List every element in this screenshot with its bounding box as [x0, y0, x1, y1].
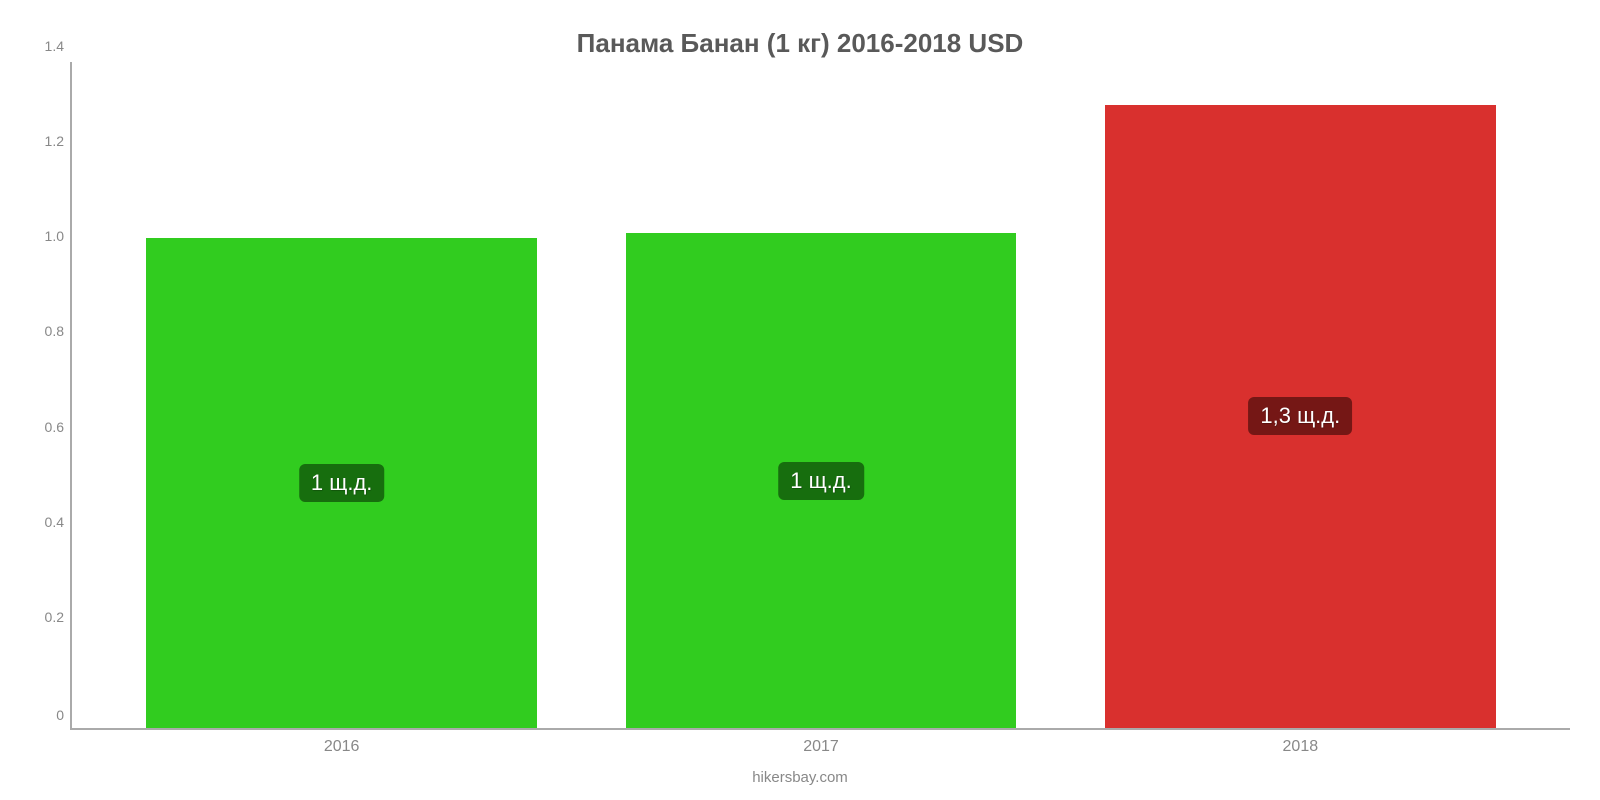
x-category-label: 2018 — [1283, 738, 1319, 756]
bar-slot: 1 щ.д.2016 — [112, 62, 571, 728]
y-tick-label: 0.2 — [45, 609, 72, 625]
bar-value-badge: 1,3 щ.д. — [1248, 397, 1352, 435]
attribution-text: hikersbay.com — [0, 769, 1600, 786]
y-tick-label: 0.8 — [45, 323, 72, 339]
y-tick-label: 1.2 — [45, 133, 72, 149]
plot-area: 1 щ.д.20161 щ.д.20171,3 щ.д.2018 00.20.4… — [70, 62, 1570, 730]
bar: 1,3 щ.д. — [1105, 105, 1495, 728]
bars-container: 1 щ.д.20161 щ.д.20171,3 щ.д.2018 — [72, 62, 1570, 728]
bar: 1 щ.д. — [626, 233, 1016, 728]
x-category-label: 2016 — [324, 738, 360, 756]
y-tick-label: 0.6 — [45, 419, 72, 435]
bar-chart: Панама Банан (1 кг) 2016-2018 USD 1 щ.д.… — [0, 0, 1600, 800]
bar-value-badge: 1 щ.д. — [299, 464, 385, 502]
bar-slot: 1,3 щ.д.2018 — [1071, 62, 1530, 728]
y-tick-label: 0 — [56, 707, 72, 723]
y-tick-label: 1.4 — [45, 38, 72, 54]
chart-title: Панама Банан (1 кг) 2016-2018 USD — [0, 28, 1600, 59]
y-tick-label: 1.0 — [45, 228, 72, 244]
x-category-label: 2017 — [803, 738, 839, 756]
bar: 1 щ.д. — [146, 238, 536, 728]
bar-value-badge: 1 щ.д. — [778, 462, 864, 500]
bar-slot: 1 щ.д.2017 — [591, 62, 1050, 728]
y-tick-label: 0.4 — [45, 514, 72, 530]
